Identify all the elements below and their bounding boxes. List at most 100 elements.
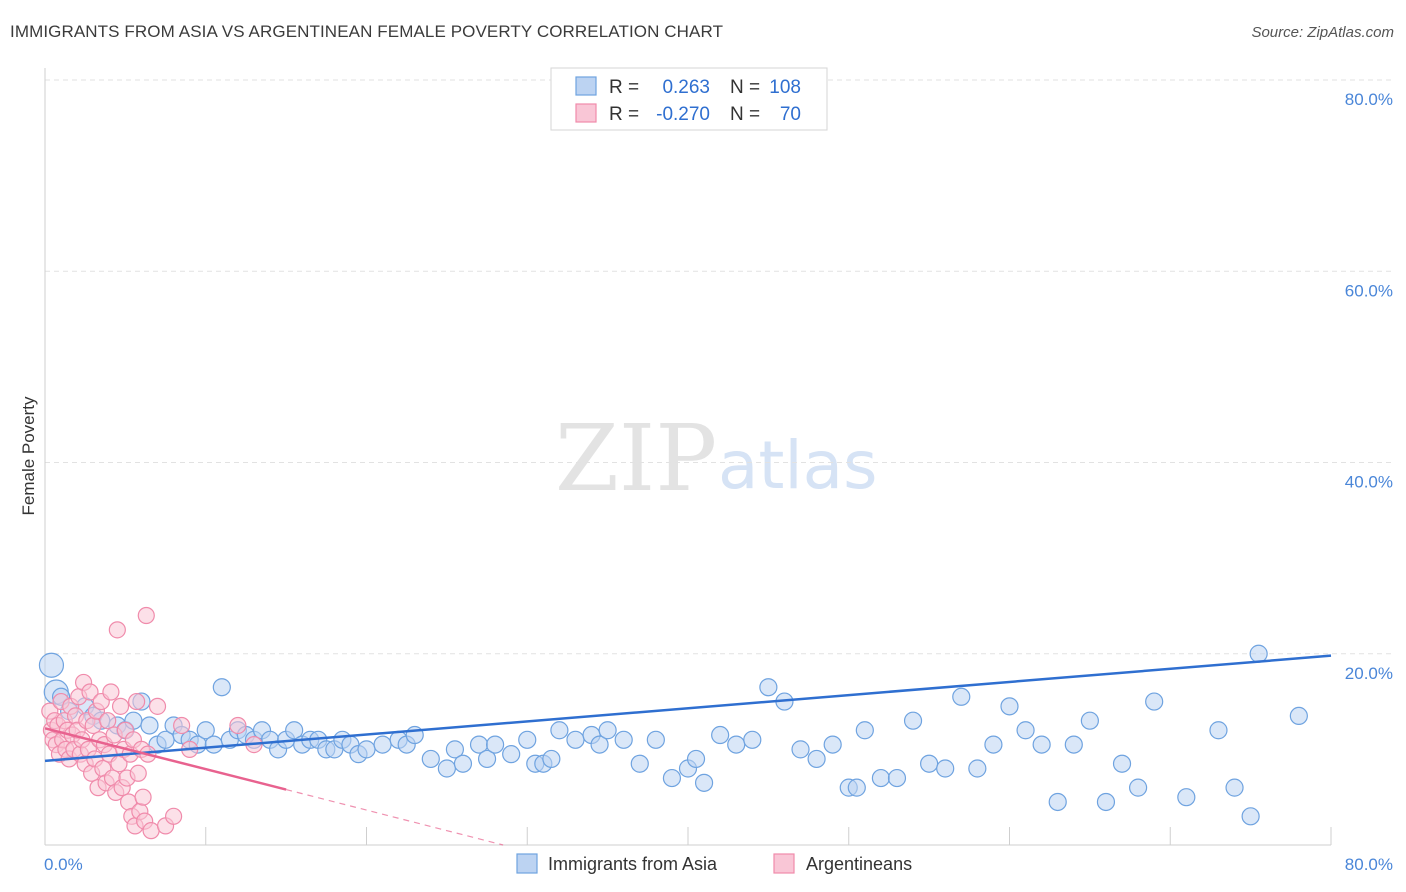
asia-point-85 <box>984 735 1003 754</box>
asia-point-77 <box>855 721 874 740</box>
asia-point-54 <box>542 749 561 769</box>
grid-lines <box>45 79 1395 655</box>
asia-point-50 <box>502 745 521 764</box>
asia-point-87 <box>1016 721 1035 740</box>
asia-point-97 <box>1209 721 1228 740</box>
argentinean-point-25 <box>81 683 99 701</box>
asia-point-84 <box>968 759 987 778</box>
asia-point-80 <box>903 711 923 730</box>
legend-r-value-argentineans: -0.270 <box>656 104 710 125</box>
correlation-legend: R = 0.263 N = 108 R = -0.270 N = 70 <box>550 67 828 131</box>
asia-point-83 <box>952 687 971 706</box>
asia-point-56 <box>566 730 585 749</box>
asia-point-89 <box>1048 792 1067 812</box>
asia-point-94 <box>1128 778 1148 797</box>
asia-point-91 <box>1080 711 1099 730</box>
asia-point-72 <box>791 740 810 759</box>
asia-point-88 <box>1032 735 1051 754</box>
asia-point-70 <box>759 678 778 697</box>
legend-box <box>550 67 828 131</box>
series-legend: Immigrants from Asia Argentineans <box>516 853 912 874</box>
trend-line-asia <box>44 654 1332 763</box>
asia-point-45 <box>445 740 465 759</box>
x-tick-label-min: 0.0% <box>44 855 83 874</box>
y-axis-label: Female Poverty <box>19 396 38 516</box>
asia-point-74 <box>823 735 842 754</box>
trend-line-argentineans <box>44 727 287 791</box>
asia-point-55 <box>550 721 569 740</box>
asia-point-63 <box>662 768 682 788</box>
argentinean-point-42 <box>108 621 126 639</box>
asia-point-51 <box>518 730 537 749</box>
x-tick-marks <box>205 827 1332 845</box>
argentinean-point-27 <box>84 716 102 735</box>
asia-point-69 <box>743 730 762 749</box>
asia-point-86 <box>1000 697 1019 716</box>
asia-point-43 <box>421 749 440 769</box>
asia-point-44 <box>437 759 456 778</box>
argentinean-point-63 <box>148 697 167 715</box>
argentinean-point-55 <box>129 764 147 782</box>
legend-r-label-argentineans: R = <box>609 104 639 125</box>
asia-point-48 <box>477 749 497 769</box>
y-tick-label-60: 60.0% <box>1345 281 1393 300</box>
asia-point-81 <box>920 754 939 773</box>
legend-bottom-label-argentineans: Argentineans <box>806 854 912 874</box>
argentinean-point-65 <box>165 807 183 825</box>
argentinean-point-62 <box>142 822 160 840</box>
legend-bottom-swatch-asia <box>516 853 538 874</box>
argentinean-point-60 <box>137 606 155 625</box>
y-tick-label-20: 20.0% <box>1345 664 1393 683</box>
asia-point-11 <box>140 716 159 735</box>
y-tick-labels: 20.0% 40.0% 60.0% 80.0% <box>1345 90 1393 683</box>
argentinean-point-66 <box>173 716 191 735</box>
asia-point-95 <box>1145 692 1164 711</box>
asia-point-29 <box>285 721 304 740</box>
trend-lines <box>44 654 1332 846</box>
legend-n-value-asia: 108 <box>769 77 801 98</box>
asia-point-58 <box>590 735 609 754</box>
asia-point-76 <box>847 778 866 797</box>
asia-point-100 <box>1249 644 1268 663</box>
watermark-atlas: atlas <box>718 427 878 504</box>
argentinean-point-36 <box>99 712 117 730</box>
argentinean-point-58 <box>134 788 152 806</box>
asia-point-92 <box>1096 792 1116 812</box>
asia-point-79 <box>887 768 907 788</box>
legend-r-value-asia: 0.263 <box>662 77 710 98</box>
asia-point-67 <box>711 725 730 745</box>
asia-point-93 <box>1112 754 1132 773</box>
legend-n-label-argentineans: N = <box>730 104 760 125</box>
asia-point-68 <box>727 735 746 754</box>
chart-title: IMMIGRANTS FROM ASIA VS ARGENTINEAN FEMA… <box>10 22 724 41</box>
asia-point-98 <box>1225 778 1244 797</box>
asia-point-65 <box>686 749 706 769</box>
legend-n-label-asia: N = <box>730 77 760 98</box>
asia-point-62 <box>646 730 665 749</box>
asia-point-0 <box>38 652 65 678</box>
x-tick-label-max: 80.0% <box>1345 855 1393 874</box>
y-tick-label-80: 80.0% <box>1345 90 1393 109</box>
asia-point-66 <box>694 773 714 792</box>
asia-point-96 <box>1177 788 1196 807</box>
asia-point-60 <box>614 730 633 749</box>
asia-point-73 <box>807 749 826 769</box>
argentinean-point-68 <box>229 716 247 735</box>
argentinean-point-44 <box>111 697 130 715</box>
legend-r-label-asia: R = <box>609 77 639 98</box>
y-tick-label-40: 40.0% <box>1345 473 1393 492</box>
asia-point-38 <box>357 740 376 759</box>
argentinean-point-38 <box>102 683 120 701</box>
asia-point-18 <box>196 721 215 740</box>
source-label: Source: ZipAtlas.com <box>1251 24 1394 41</box>
asia-point-90 <box>1064 735 1083 754</box>
asia-point-101 <box>1289 706 1308 726</box>
asia-point-99 <box>1241 807 1260 826</box>
legend-swatch-asia <box>575 76 597 96</box>
asia-point-82 <box>936 759 955 778</box>
legend-swatch-argentineans <box>575 103 597 123</box>
legend-n-value-argentineans: 70 <box>780 104 801 125</box>
asia-point-19 <box>204 735 223 754</box>
asia-point-49 <box>486 735 505 754</box>
